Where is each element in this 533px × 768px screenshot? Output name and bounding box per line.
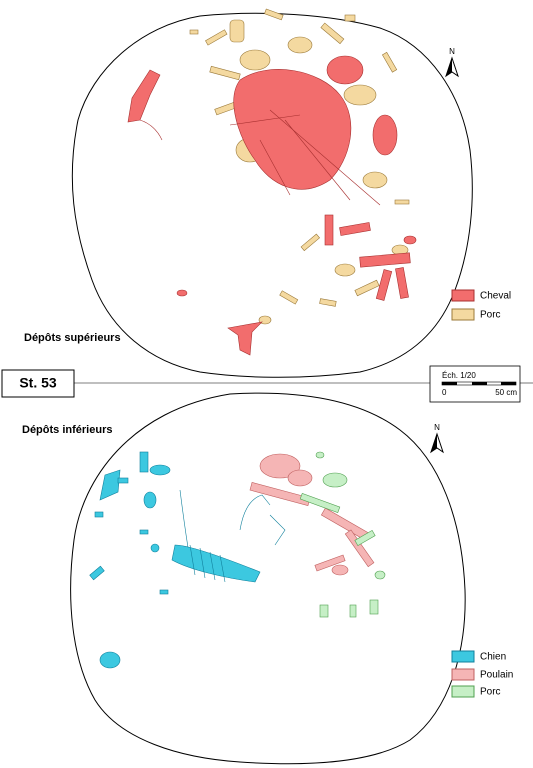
legend-swatch bbox=[451, 685, 475, 698]
lower-title: Dépôts inférieurs bbox=[22, 424, 112, 436]
poulain-bones bbox=[249, 453, 375, 576]
scale-end: 50 cm bbox=[495, 388, 517, 397]
north-label: N bbox=[449, 47, 455, 56]
upper-outline bbox=[71, 12, 473, 378]
cheval-bones bbox=[127, 55, 417, 356]
scale-segment bbox=[442, 382, 457, 385]
scale-segment bbox=[472, 382, 487, 385]
legend-label: Porc bbox=[480, 310, 501, 321]
north-label: N bbox=[434, 423, 440, 432]
legend-swatch bbox=[451, 650, 475, 663]
scale-title: Éch. 1/20 bbox=[442, 371, 476, 380]
legend-label: Cheval bbox=[480, 291, 511, 302]
legend-label: Porc bbox=[480, 687, 501, 698]
north-arrow: N bbox=[430, 423, 444, 454]
legend-swatch bbox=[451, 308, 475, 321]
feature-label: St. 53 bbox=[19, 375, 57, 391]
chien-bones bbox=[89, 451, 286, 669]
lower-outline bbox=[70, 392, 466, 765]
legend-swatch bbox=[451, 289, 475, 302]
scale-start: 0 bbox=[442, 388, 447, 397]
upper-title: Dépôts supérieurs bbox=[24, 332, 121, 344]
porc-bones-lower bbox=[299, 451, 386, 618]
label-box bbox=[1, 369, 75, 398]
scale-segment bbox=[501, 382, 516, 385]
north-arrow: N bbox=[445, 47, 459, 78]
legend-label: Poulain bbox=[480, 670, 513, 681]
legend-label: Chien bbox=[480, 652, 506, 663]
legend-swatch bbox=[451, 668, 475, 681]
